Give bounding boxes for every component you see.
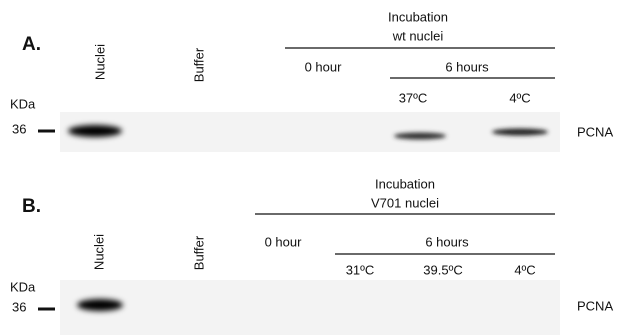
figure: A. Incubation wt nuclei 0 hour 6 hours 3… <box>0 0 623 335</box>
group-label: 0 hour <box>305 59 343 74</box>
header-subtitle: wt nuclei <box>392 28 444 43</box>
group-label: 6 hours <box>425 234 469 249</box>
marker-size: 36 <box>12 299 26 314</box>
group-label: 0 hour <box>265 234 303 249</box>
band <box>492 129 548 136</box>
band-label: PCNA <box>577 124 613 139</box>
band <box>394 133 446 140</box>
blot <box>60 280 560 335</box>
marker-unit: KDa <box>10 96 36 111</box>
condition-label: 4ºC <box>509 90 530 105</box>
band-label: PCNA <box>577 298 613 313</box>
condition-label: 31ºC <box>346 262 375 277</box>
panel-label: B. <box>22 196 41 217</box>
group-label: 6 hours <box>445 59 489 74</box>
condition-label: 39.5ºC <box>423 262 462 277</box>
condition-label: 37ºC <box>399 90 428 105</box>
panel-label: A. <box>22 34 41 55</box>
blot <box>60 112 560 152</box>
marker-size: 36 <box>12 121 26 136</box>
lane-label: Buffer <box>191 47 206 82</box>
lane-label: Nuclei <box>92 44 107 80</box>
lane-label: Nuclei <box>91 234 106 270</box>
header-title: Incubation <box>388 9 448 24</box>
band <box>68 125 122 137</box>
band <box>77 299 123 311</box>
marker-unit: KDa <box>10 279 36 294</box>
header-subtitle: V701 nuclei <box>371 195 439 210</box>
lane-label: Buffer <box>191 235 206 270</box>
header-title: Incubation <box>375 176 435 191</box>
condition-label: 4ºC <box>514 262 535 277</box>
